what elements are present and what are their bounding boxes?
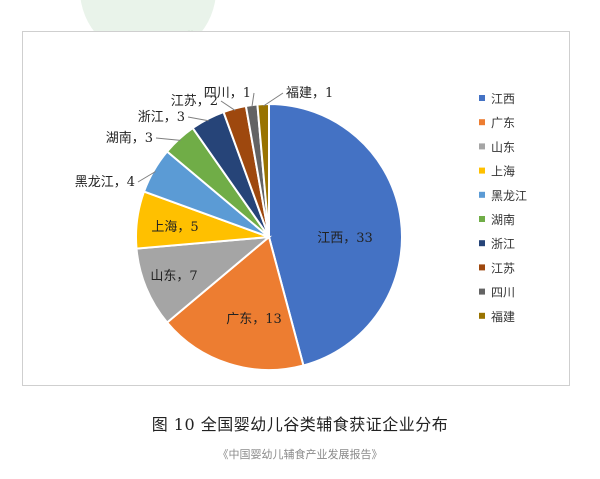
pie-chart: 江西，33 广东，13 山东，7 上海，5 黑龙江，4 湖南，3 浙江，3江苏，2四川，1 福… xyxy=(75,86,527,371)
legend-swatch-8 xyxy=(479,264,485,271)
pie-slice-10 xyxy=(256,102,270,238)
legend-swatch-9 xyxy=(479,288,485,295)
legend-swatch-10 xyxy=(479,312,485,319)
figure-caption: 图 10 全国婴幼儿谷类辅食获证企业分布 xyxy=(151,415,449,434)
legend-swatch-2 xyxy=(479,119,485,126)
leader-line-7 xyxy=(187,116,209,122)
data-label-1: 江西，33 xyxy=(317,231,373,246)
legend-label-8: 江苏 xyxy=(491,261,515,275)
data-labels: 江西，33 广东，13 山东，7 上海，5 黑龙江，4 湖南，3 浙江，3江苏，2四川，1 福… xyxy=(75,86,373,327)
data-label-7: 浙江，3 xyxy=(138,110,185,125)
legend-label-5: 黑龙江 xyxy=(491,189,527,203)
chart-frame: 江西，33 广东，13 山东，7 上海，5 黑龙江，4 湖南，3 浙江，3 江苏，2 四川，1 福… xyxy=(22,31,570,386)
data-label-2: 广东，13 xyxy=(226,312,282,327)
legend-swatch-5 xyxy=(479,191,485,198)
data-label-4: 上海，5 xyxy=(151,220,198,235)
data-label-5: 黑龙江，4 xyxy=(75,175,135,190)
leader-line-8 xyxy=(220,100,236,111)
data-label-10: 福建，1 xyxy=(286,86,333,101)
leader-line-6 xyxy=(155,137,181,141)
source-citation: 《中国婴幼儿辅食产业发展报告》 xyxy=(217,448,383,461)
legend-label-7: 浙江 xyxy=(491,237,515,251)
legend-swatch-6 xyxy=(479,216,485,222)
data-label-9: 四川，1 xyxy=(204,86,251,101)
legend-swatch-7 xyxy=(479,240,485,247)
legend-label-3: 山东 xyxy=(491,140,515,154)
legend-label-9: 四川 xyxy=(491,286,515,300)
data-label-6: 湖南，3 xyxy=(106,130,153,146)
legend-label-2: 广东 xyxy=(491,116,515,130)
legend-label-10: 福建 xyxy=(491,309,515,324)
leader-line-9 xyxy=(251,92,255,108)
leader-lines xyxy=(137,92,284,183)
legend-label-1: 江西 xyxy=(491,92,515,106)
pie-slices xyxy=(135,102,403,371)
leader-line-10 xyxy=(263,92,284,107)
legend-swatch-4 xyxy=(479,167,485,174)
data-label-3: 山东，7 xyxy=(150,269,197,284)
data-label-8: 江苏，2 xyxy=(171,93,218,109)
leader-line-5 xyxy=(137,171,156,183)
pie-slice-3 xyxy=(135,235,273,324)
legend-swatch-3 xyxy=(479,143,485,150)
legend-label-6: 湖南 xyxy=(491,212,515,227)
legend-label-4: 上海 xyxy=(491,164,515,179)
pie-slice-2 xyxy=(165,235,305,371)
legend-swatch-1 xyxy=(479,95,485,101)
pie-slice-1 xyxy=(268,102,403,367)
